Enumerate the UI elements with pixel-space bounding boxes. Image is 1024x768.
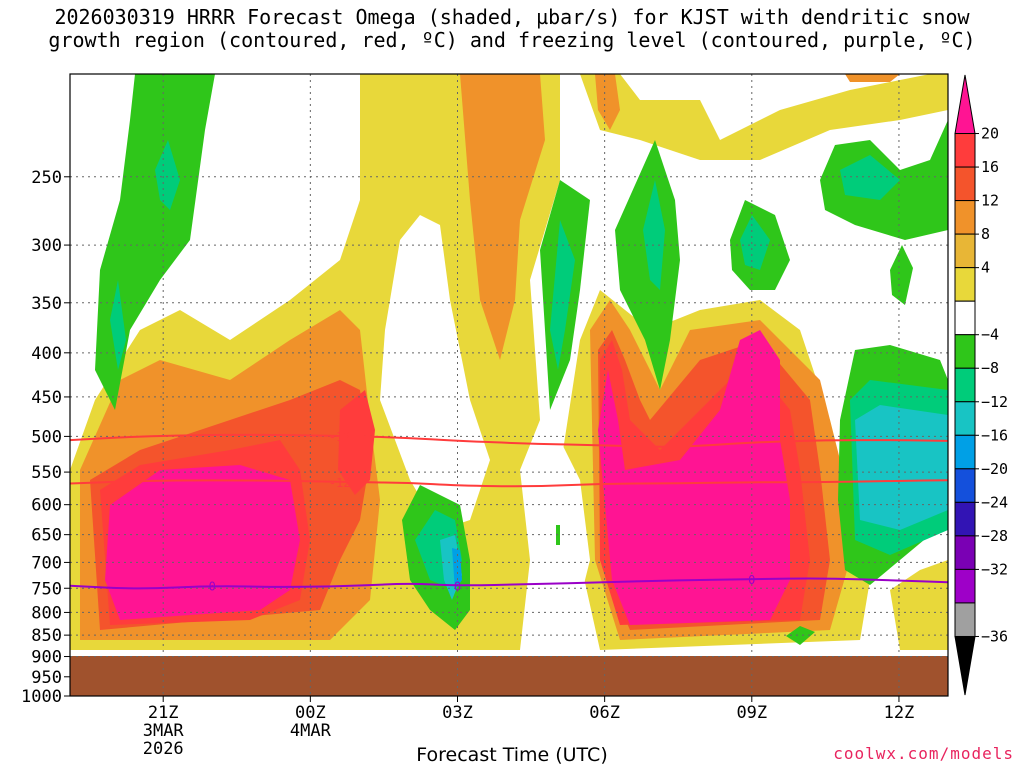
contour-dendritic-upper	[70, 433, 948, 448]
colorbar-swatch-4	[954, 233, 976, 269]
omega-region-green-h	[890, 245, 913, 305]
y-axis-ticks: 2503003504004505005506006507007508008509…	[21, 168, 70, 707]
colorbar-label-8: −16	[981, 426, 1008, 444]
omega-region-teal-f	[740, 215, 770, 270]
temperature-contours: -12 -12 0 0 0	[70, 430, 948, 594]
colorbar-label-1: 16	[981, 158, 999, 176]
colorbar-top-arrow	[954, 74, 976, 135]
omega-region-teal-e	[643, 180, 665, 290]
y-tick-label-250: 250	[31, 168, 62, 188]
colorbar-swatch-5	[954, 267, 976, 302]
y-tick-label-550: 550	[31, 463, 62, 483]
y-tick-label-800: 800	[31, 603, 62, 623]
y-tick-label-1000: 1000	[21, 687, 62, 707]
y-tick-label-600: 600	[31, 496, 62, 516]
contour-dendritic-lower	[70, 479, 948, 488]
omega-region-green-a	[95, 74, 215, 410]
omega-region-teal-d	[550, 220, 575, 370]
omega-region-green-d	[615, 140, 680, 390]
x-tick-label-09Z: 09Z	[736, 703, 767, 723]
x-tick-label-00Z: 00Z	[295, 703, 326, 723]
colorbar-label-11: −28	[981, 527, 1008, 545]
colorbar-label-13: −36	[981, 627, 1008, 645]
y-tick-label-900: 900	[31, 648, 62, 668]
title-line-1: 2026030319 HRRR Forecast Omega (shaded, …	[54, 5, 970, 29]
colorbar-swatch-13	[954, 535, 976, 570]
colorbar-label-6: −8	[981, 359, 999, 377]
colorbar-label-10: −24	[981, 493, 1008, 511]
omega-gap-white-a	[380, 215, 490, 530]
colorbar-swatch-7	[954, 334, 976, 369]
colorbar-label-9: −20	[981, 460, 1008, 478]
omega-region-magenta-a	[105, 465, 300, 620]
x-tick-label-06Z: 06Z	[589, 703, 620, 723]
title-line-2: growth region (contoured, red, ºC) and f…	[48, 28, 976, 52]
omega-region-orange-d	[595, 74, 620, 130]
omega-gap-white-b	[533, 440, 590, 640]
credit-link[interactable]: coolwx.com/models	[833, 744, 1014, 763]
y-tick-label-400: 400	[31, 344, 62, 364]
colorbar-label-12: −32	[981, 560, 1008, 578]
x-tick-label-21Z: 21Z	[148, 703, 179, 723]
colorbar-swatch-9	[954, 401, 976, 436]
colorbar-swatch-8	[954, 367, 976, 403]
omega-region-magenta-b	[598, 330, 790, 625]
omega-shading	[70, 74, 948, 696]
x-tick-year-21Z: 2026	[143, 739, 184, 759]
omega-region-cyan-a	[855, 405, 948, 530]
omega-region-blue-a	[452, 548, 462, 590]
y-tick-label-450: 450	[31, 388, 62, 408]
gridlines	[70, 74, 948, 696]
y-tick-label-350: 350	[31, 294, 62, 314]
omega-region-red-b	[338, 390, 375, 495]
contour-label-dendritic-upper-0: -12	[329, 430, 351, 444]
contour-freezing-level	[70, 577, 948, 590]
colorbar: 20 16 12 8 4 −4 −8 −12 −16 −20 −24 −28 −32 −36	[954, 74, 1008, 696]
colorbar-label-0: 20	[981, 125, 999, 143]
colorbar-swatch-14	[954, 568, 976, 604]
colorbar-swatch-12	[954, 501, 976, 537]
contour-label-freezing-level-1: 0	[454, 580, 461, 594]
y-tick-label-950: 950	[31, 668, 62, 688]
colorbar-label-3: 8	[981, 225, 990, 243]
colorbar-swatch-15	[954, 602, 976, 637]
y-tick-label-650: 650	[31, 526, 62, 546]
x-tick-label-12Z: 12Z	[884, 703, 915, 723]
omega-region-orange-e	[845, 74, 900, 82]
colorbar-label-4: 4	[981, 259, 990, 277]
contour-label-freezing-level-2: 0	[748, 573, 755, 587]
x-tick-date-21Z: 3MAR	[143, 721, 185, 741]
omega-region-teal-a	[155, 140, 180, 210]
colorbar-swatch-11	[954, 468, 976, 503]
omega-region-teal-g	[840, 155, 900, 200]
colorbar-swatch-6	[954, 300, 976, 336]
omega-region-green-i	[786, 626, 815, 645]
y-tick-label-750: 750	[31, 579, 62, 599]
y-tick-label-300: 300	[31, 236, 62, 256]
colorbar-label-7: −12	[981, 393, 1008, 411]
chart-title: 2026030319 HRRR Forecast Omega (shaded, …	[0, 6, 1024, 52]
ground-below-surface	[70, 656, 948, 696]
x-tick-date-00Z: 4MAR	[290, 721, 332, 741]
contour-label-freezing-level-0: 0	[209, 580, 216, 594]
x-axis-label: Forecast Time (UTC)	[416, 744, 608, 766]
colorbar-label-2: 12	[981, 192, 999, 210]
y-tick-label-850: 850	[31, 626, 62, 646]
y-tick-label-500: 500	[31, 427, 62, 447]
colorbar-swatch-1	[954, 133, 976, 168]
x-tick-label-03Z: 03Z	[442, 703, 473, 723]
omega-region-orange-b	[460, 74, 545, 360]
omega-region-yellow-c	[580, 74, 948, 160]
colorbar-label-5: −4	[981, 326, 999, 344]
y-tick-label-700: 700	[31, 553, 62, 573]
plot-frame	[69, 73, 949, 697]
colorbar-swatch-10	[954, 434, 976, 470]
colorbar-bottom-arrow	[954, 635, 976, 696]
colorbar-swatch-2	[954, 166, 976, 202]
colorbar-swatch-3	[954, 200, 976, 235]
contour-label-dendritic-lower-0: -12	[329, 476, 351, 490]
